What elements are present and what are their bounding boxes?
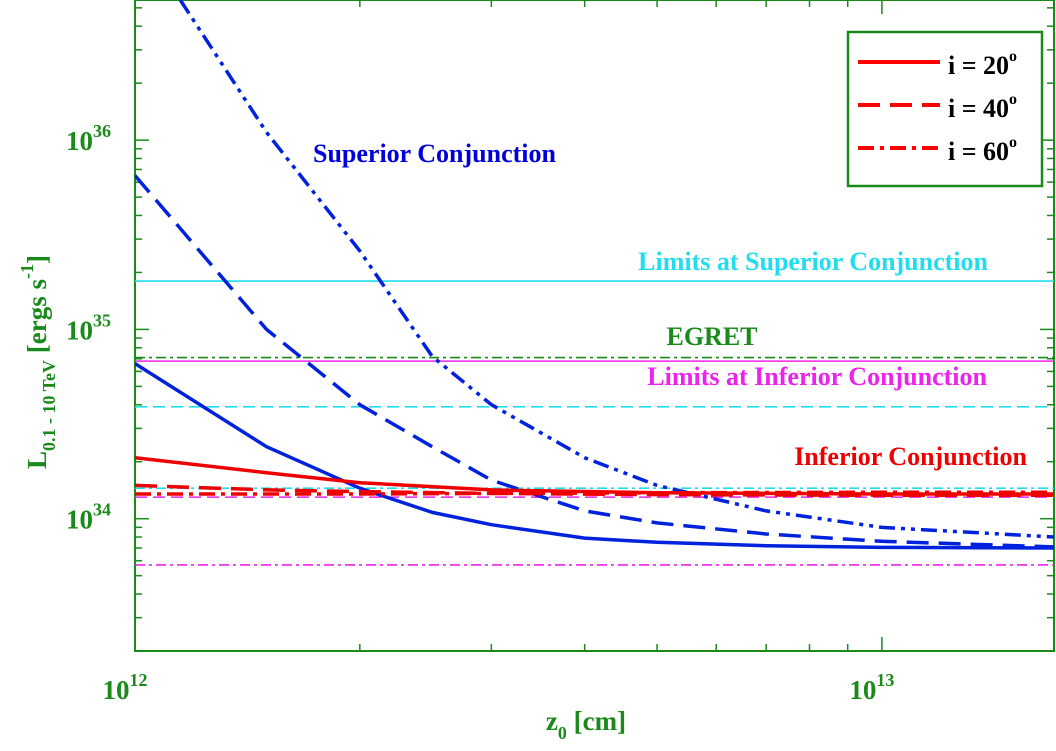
series-line-superior-60 <box>178 0 1055 539</box>
annotation-label: Limits at Superior Conjunction <box>638 247 988 276</box>
legend-label: i = 20o <box>948 48 1017 80</box>
y-axis-label: L0.1 - 10 TeV [ergs s-1] <box>17 255 59 469</box>
series-lines <box>135 0 1055 550</box>
legend: i = 20o i = 40o i = 60o <box>846 30 1044 188</box>
axis-ticks <box>134 0 1054 652</box>
plot-frame <box>134 0 1055 652</box>
annotation-label: Inferior Conjunction <box>794 442 1027 471</box>
series-line-superior-40 <box>135 174 1055 549</box>
y-tick-label: 1036 <box>66 121 111 156</box>
annotations: Superior Conjunction Limits at Superior C… <box>313 139 1028 471</box>
annotation-label: Superior Conjunction <box>313 139 556 168</box>
tick-labels: 1012 1013 1034 1035 1036 <box>66 121 894 705</box>
annotation-label: EGRET <box>666 322 757 351</box>
series-line-superior-20 <box>135 362 1055 550</box>
x-tick-label: 1013 <box>849 670 894 705</box>
x-tick-label: 1012 <box>103 670 148 705</box>
y-tick-label: 1034 <box>66 500 111 535</box>
legend-label: i = 60o <box>948 134 1017 166</box>
legend-label: i = 40o <box>948 91 1017 123</box>
legend-box <box>846 30 1044 188</box>
series-line-inferior-60 <box>135 490 1054 496</box>
annotation-label: Limits at Inferior Conjunction <box>647 362 987 391</box>
x-axis-label: z0 [cm] <box>546 706 626 743</box>
y-tick-label: 1035 <box>66 310 111 345</box>
limit-lines <box>135 280 1054 566</box>
axis-labels: z0 [cm] L0.1 - 10 TeV [ergs s-1] <box>17 255 626 743</box>
